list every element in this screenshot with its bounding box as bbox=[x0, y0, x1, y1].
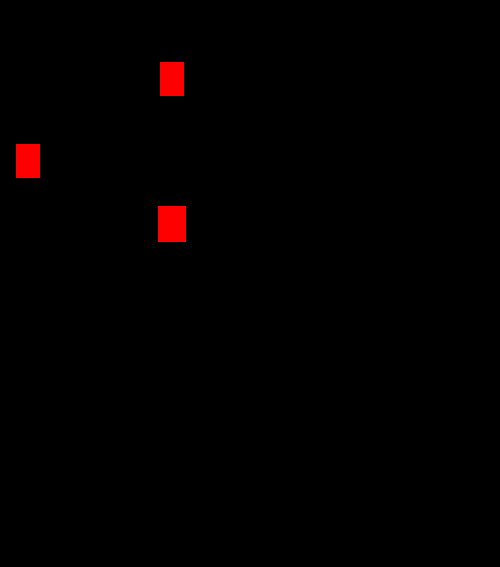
canvas bbox=[0, 0, 500, 567]
block-left bbox=[16, 144, 40, 178]
block-top bbox=[160, 62, 184, 96]
block-middle bbox=[158, 206, 186, 242]
